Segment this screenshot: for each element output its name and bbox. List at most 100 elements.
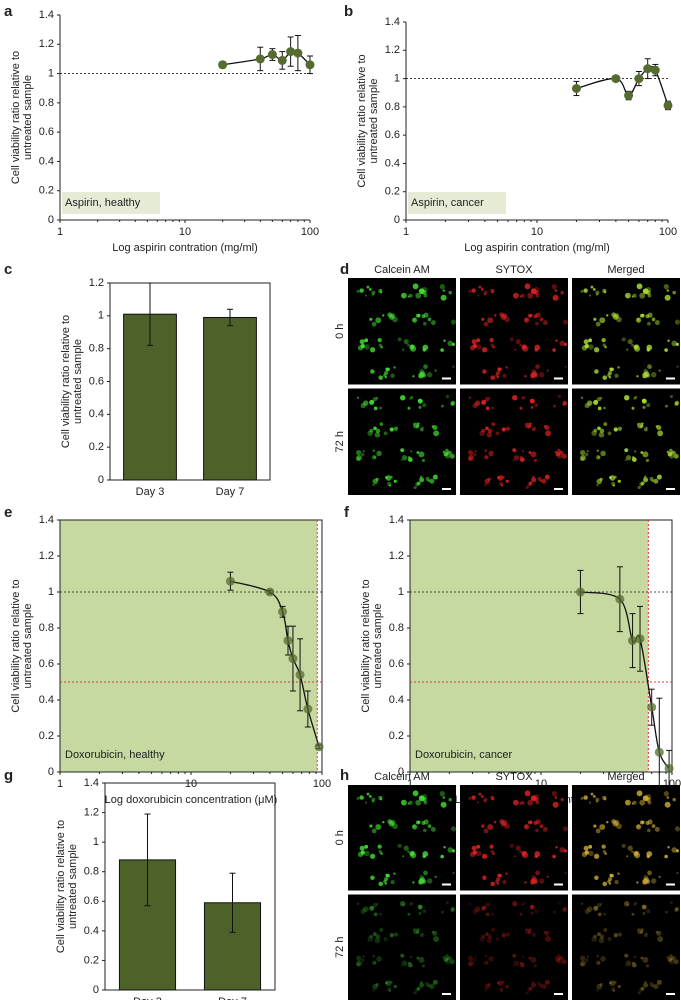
cell-spot <box>439 790 445 797</box>
cell-spot <box>533 458 538 462</box>
cell-spot <box>665 910 668 914</box>
cell-spot <box>418 372 425 379</box>
cell-spot <box>529 398 535 403</box>
column-header: Calcein AM <box>374 771 430 783</box>
cell-spot <box>490 375 496 380</box>
y-tick-label: 1 <box>394 72 400 84</box>
cell-spot <box>410 955 413 958</box>
cell-spot <box>367 430 373 436</box>
cell-spot <box>418 288 425 295</box>
micrograph <box>460 278 569 385</box>
micrograph <box>572 278 681 385</box>
cell-spot <box>410 901 414 905</box>
cell-spot <box>390 980 393 984</box>
cell-spot <box>415 799 422 806</box>
panel-letter: g <box>4 767 13 784</box>
y-tick-label: 0.6 <box>39 126 54 138</box>
cell-spot <box>590 285 594 289</box>
cell-spot <box>502 879 507 885</box>
annotation: Aspirin, cancer <box>411 197 484 209</box>
column-header: Calcein AM <box>374 264 430 276</box>
cell-spot <box>530 288 537 295</box>
point <box>283 636 293 646</box>
cell-spot <box>597 961 601 965</box>
cell-spot <box>528 451 532 454</box>
cell-spot <box>645 964 650 968</box>
cell-spot <box>554 450 557 454</box>
micrograph-bg <box>348 388 456 495</box>
cell-spot <box>534 344 541 351</box>
y-axis-label: untreated sample <box>72 339 84 424</box>
cell-spot <box>505 426 511 431</box>
x-tick-label: 1 <box>57 226 63 238</box>
cell-spot <box>522 450 525 453</box>
cell-spot <box>632 293 637 298</box>
cell-spot <box>369 934 374 939</box>
cell-spot <box>492 852 495 855</box>
cell-spot <box>441 910 444 914</box>
cell-spot <box>557 958 563 965</box>
cell-spot <box>497 981 500 985</box>
cell-spot <box>658 369 661 372</box>
cell-spot <box>483 797 488 802</box>
cell-spot <box>544 979 550 985</box>
cell-spot <box>499 312 504 318</box>
cell-spot <box>522 395 526 399</box>
cell-spot <box>498 367 502 372</box>
cell-spot <box>364 338 369 343</box>
cell-spot <box>402 348 405 351</box>
cell-spot <box>544 930 550 936</box>
cell-spot <box>636 317 641 322</box>
cell-spot <box>421 426 424 429</box>
cell-spot <box>600 450 606 457</box>
y-tick-label: 0.4 <box>89 408 104 420</box>
cell-spot <box>485 932 489 936</box>
cell-spot <box>485 912 490 917</box>
cell-spot <box>588 844 593 849</box>
cell-spot <box>583 845 589 851</box>
cell-spot <box>671 340 678 347</box>
cell-spot <box>671 956 675 960</box>
point <box>225 576 235 586</box>
cell-spot <box>600 956 606 962</box>
cell-spot <box>422 403 427 408</box>
cell-spot <box>590 792 594 796</box>
cell-spot <box>452 871 455 875</box>
y-tick-label: 0.8 <box>39 622 54 634</box>
cell-spot <box>383 937 388 942</box>
cell-spot <box>468 960 474 967</box>
cell-spot <box>375 428 381 434</box>
cell-spot <box>543 425 547 428</box>
cell-spot <box>413 991 417 995</box>
cell-spot <box>599 824 606 831</box>
cell-spot <box>400 964 403 967</box>
cell-spot <box>651 878 657 884</box>
cell-spot <box>484 396 490 402</box>
point <box>286 47 296 57</box>
x-tick-label: 1 <box>407 778 413 790</box>
cell-spot <box>530 795 537 802</box>
cell-spot <box>552 801 559 808</box>
cell-spot <box>595 290 600 295</box>
cell-spot <box>382 820 385 824</box>
cell-spot <box>551 283 557 290</box>
cell-spot <box>410 450 413 453</box>
cell-spot <box>372 983 378 990</box>
y-tick-label: 0 <box>398 766 404 778</box>
cell-spot <box>423 870 428 876</box>
cell-spot <box>369 317 373 321</box>
cell-spot <box>520 800 525 805</box>
cell-spot <box>494 314 497 317</box>
micrograph <box>348 785 457 891</box>
cell-spot <box>415 929 420 934</box>
cell-spot <box>539 984 543 988</box>
cell-spot <box>487 317 494 324</box>
cell-spot <box>356 289 360 293</box>
cell-spot <box>486 937 493 944</box>
cell-spot <box>417 820 421 824</box>
y-axis-label: Cell viability ratio relative to <box>60 315 72 448</box>
cell-spot <box>584 909 590 915</box>
cell-spot <box>415 424 420 429</box>
cell-spot <box>596 988 599 992</box>
cell-spot <box>378 375 384 380</box>
